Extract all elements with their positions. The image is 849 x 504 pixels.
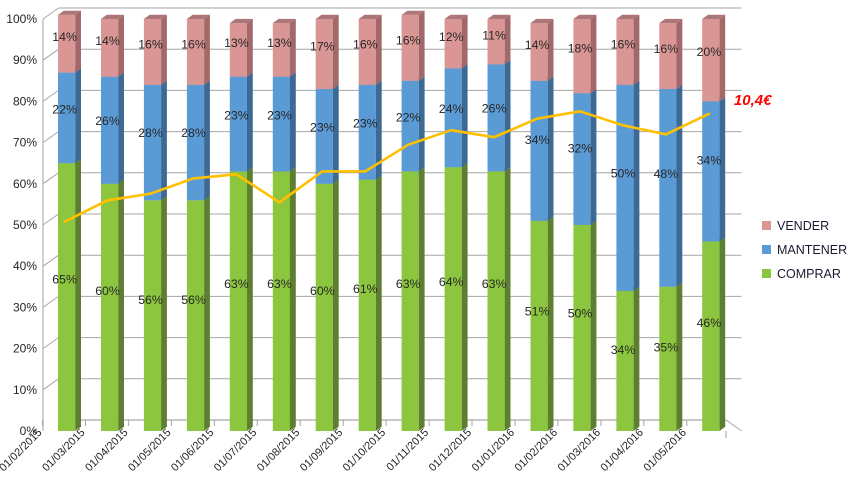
svg-text:01/02/2016: 01/02/2016 (513, 427, 560, 474)
svg-text:24%: 24% (439, 102, 464, 116)
svg-text:46%: 46% (697, 316, 722, 330)
svg-text:48%: 48% (654, 167, 679, 181)
svg-text:60%: 60% (310, 284, 335, 298)
svg-text:01/03/2015: 01/03/2015 (40, 427, 87, 474)
svg-text:01/12/2015: 01/12/2015 (427, 427, 474, 474)
svg-text:50%: 50% (13, 218, 37, 232)
svg-text:63%: 63% (267, 277, 292, 291)
svg-text:13%: 13% (224, 36, 249, 50)
svg-text:50%: 50% (611, 167, 636, 181)
svg-text:20%: 20% (697, 45, 722, 59)
svg-text:61%: 61% (353, 282, 378, 296)
svg-text:65%: 65% (52, 273, 77, 287)
svg-text:60%: 60% (95, 284, 120, 298)
svg-text:63%: 63% (224, 277, 249, 291)
svg-text:10%: 10% (13, 383, 37, 397)
svg-text:01/01/2016: 01/01/2016 (470, 427, 517, 474)
svg-text:20%: 20% (13, 342, 37, 356)
svg-text:30%: 30% (13, 300, 37, 314)
svg-text:01/08/2015: 01/08/2015 (255, 427, 302, 474)
svg-text:23%: 23% (224, 108, 249, 122)
svg-text:01/05/2015: 01/05/2015 (126, 427, 173, 474)
svg-text:50%: 50% (568, 307, 593, 321)
svg-text:01/05/2016: 01/05/2016 (642, 427, 689, 474)
svg-text:17%: 17% (310, 40, 335, 54)
svg-text:01/09/2015: 01/09/2015 (298, 427, 345, 474)
svg-text:01/06/2015: 01/06/2015 (169, 427, 216, 474)
svg-text:34%: 34% (697, 153, 722, 167)
svg-text:01/03/2016: 01/03/2016 (556, 427, 603, 474)
svg-text:23%: 23% (353, 117, 378, 131)
svg-text:60%: 60% (13, 177, 37, 191)
svg-text:01/04/2015: 01/04/2015 (83, 427, 130, 474)
svg-text:22%: 22% (52, 102, 77, 116)
svg-text:16%: 16% (138, 38, 163, 52)
svg-text:34%: 34% (611, 343, 636, 357)
svg-text:13%: 13% (267, 36, 292, 50)
svg-text:01/07/2015: 01/07/2015 (212, 427, 259, 474)
svg-text:90%: 90% (13, 53, 37, 67)
svg-text:16%: 16% (654, 42, 679, 56)
svg-text:18%: 18% (568, 41, 593, 55)
svg-text:64%: 64% (439, 275, 464, 289)
svg-text:12%: 12% (439, 30, 464, 44)
svg-text:51%: 51% (525, 304, 550, 318)
svg-text:10,4€: 10,4€ (734, 92, 772, 109)
svg-text:01/04/2016: 01/04/2016 (599, 427, 646, 474)
svg-text:16%: 16% (181, 38, 206, 52)
svg-text:16%: 16% (611, 38, 636, 52)
svg-text:11%: 11% (482, 28, 506, 42)
svg-text:56%: 56% (181, 293, 206, 307)
svg-text:80%: 80% (13, 94, 37, 108)
svg-text:100%: 100% (6, 12, 37, 26)
svg-text:14%: 14% (52, 30, 77, 44)
svg-text:14%: 14% (95, 34, 120, 48)
svg-text:22%: 22% (396, 111, 421, 125)
svg-text:34%: 34% (525, 133, 550, 147)
svg-text:MANTENER: MANTENER (777, 243, 847, 257)
svg-text:23%: 23% (267, 108, 292, 122)
svg-text:28%: 28% (138, 126, 163, 140)
svg-text:26%: 26% (95, 114, 120, 128)
svg-text:COMPRAR: COMPRAR (777, 267, 841, 281)
svg-text:32%: 32% (568, 142, 593, 156)
svg-text:01/11/2015: 01/11/2015 (384, 427, 431, 474)
svg-text:63%: 63% (482, 277, 507, 291)
svg-text:70%: 70% (13, 136, 37, 150)
svg-text:26%: 26% (482, 102, 507, 116)
svg-text:28%: 28% (181, 126, 206, 140)
svg-text:23%: 23% (310, 121, 335, 135)
svg-text:63%: 63% (396, 277, 421, 291)
svg-text:VENDER: VENDER (777, 219, 829, 233)
svg-text:40%: 40% (13, 259, 37, 273)
svg-text:01/10/2015: 01/10/2015 (341, 427, 388, 474)
svg-text:35%: 35% (654, 341, 679, 355)
svg-text:14%: 14% (525, 38, 550, 52)
svg-text:16%: 16% (396, 34, 421, 48)
svg-text:56%: 56% (138, 293, 163, 307)
svg-text:16%: 16% (353, 38, 378, 52)
